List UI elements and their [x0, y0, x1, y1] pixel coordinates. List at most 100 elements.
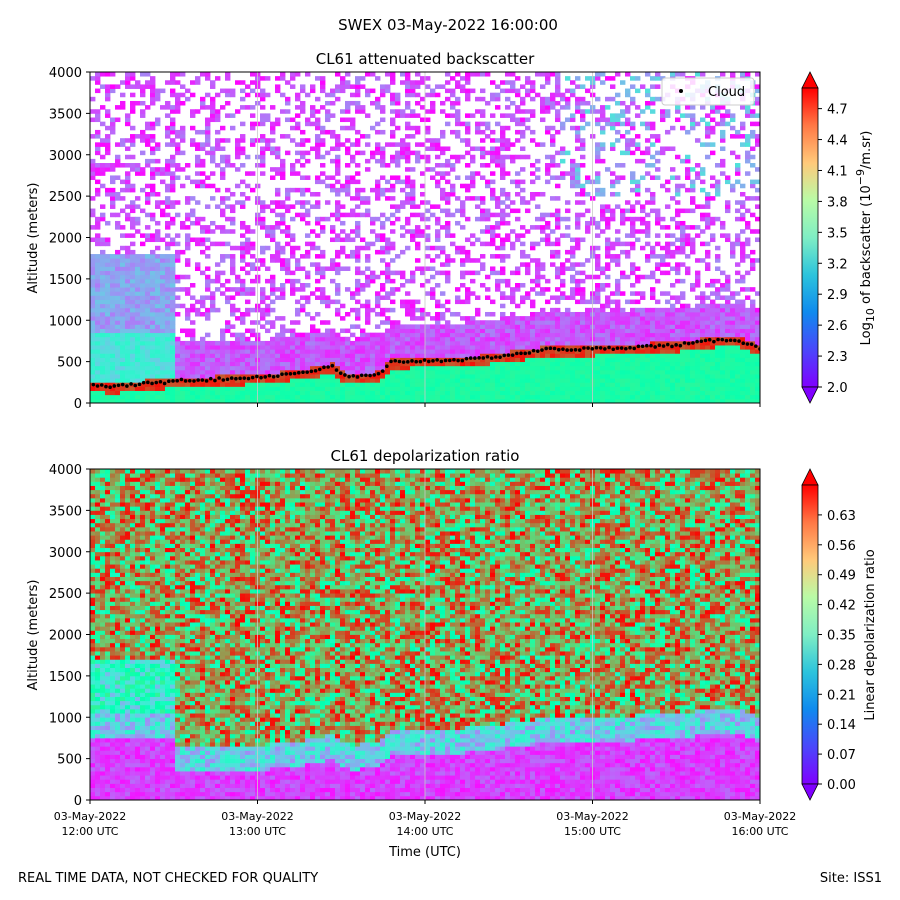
- backscatter-cell: [645, 386, 651, 391]
- backscatter-cell: [170, 361, 176, 367]
- backscatter-cell: [360, 200, 366, 205]
- backscatter-cell: [275, 258, 281, 263]
- backscatter-cell: [145, 196, 151, 201]
- backscatter-cell: [330, 382, 336, 387]
- backscatter-cell: [170, 72, 176, 77]
- backscatter-cell: [310, 245, 316, 251]
- backscatter-cell: [425, 117, 431, 123]
- backscatter-cell: [480, 138, 486, 143]
- backscatter-cell: [395, 158, 401, 164]
- backscatter-cell: [345, 237, 351, 243]
- backscatter-cell: [610, 191, 616, 197]
- backscatter-cell: [315, 96, 321, 102]
- backscatter-cell: [520, 390, 526, 396]
- backscatter-cell: [330, 369, 336, 375]
- backscatter-cell: [125, 340, 131, 346]
- backscatter-cell: [405, 76, 411, 81]
- backscatter-cell: [365, 365, 371, 371]
- backscatter-cell: [95, 266, 101, 271]
- backscatter-cell: [105, 386, 111, 391]
- backscatter-cell: [565, 345, 571, 350]
- backscatter-cell: [495, 245, 501, 251]
- backscatter-cell: [140, 88, 146, 94]
- backscatter-cell: [575, 340, 581, 346]
- backscatter-cell: [220, 146, 226, 152]
- backscatter-cell: [615, 117, 621, 123]
- backscatter-cell: [305, 220, 311, 226]
- backscatter-cell: [480, 72, 486, 77]
- backscatter-cell: [615, 340, 621, 346]
- backscatter-cell: [380, 258, 386, 263]
- backscatter-cell: [450, 241, 456, 247]
- backscatter-cell: [455, 328, 461, 334]
- backscatter-cell: [310, 105, 316, 110]
- backscatter-cell: [350, 324, 356, 329]
- backscatter-cell: [420, 378, 426, 383]
- backscatter-cell: [485, 345, 491, 350]
- backscatter-cell: [625, 394, 631, 400]
- backscatter-cell: [205, 125, 211, 131]
- backscatter-cell: [445, 229, 451, 234]
- backscatter-cell: [310, 121, 316, 127]
- backscatter-cell: [610, 386, 616, 391]
- backscatter-cell: [600, 129, 606, 135]
- backscatter-cell: [440, 349, 446, 354]
- backscatter-cell: [110, 266, 116, 271]
- backscatter-cell: [515, 270, 521, 276]
- backscatter-cell: [630, 311, 636, 317]
- backscatter-cell: [355, 291, 361, 296]
- backscatter-cell: [520, 316, 526, 321]
- backscatter-cell: [545, 72, 551, 77]
- backscatter-cell: [300, 100, 306, 106]
- backscatter-cell: [315, 349, 321, 354]
- backscatter-cell: [550, 345, 556, 350]
- backscatter-cell: [365, 378, 371, 383]
- backscatter-cell: [435, 378, 441, 383]
- backscatter-cell: [515, 266, 521, 271]
- backscatter-cell: [410, 80, 416, 85]
- backscatter-cell: [95, 303, 101, 309]
- backscatter-cell: [580, 142, 586, 147]
- backscatter-cell: [215, 361, 221, 367]
- backscatter-cell: [170, 204, 176, 209]
- backscatter-cell: [350, 254, 356, 259]
- backscatter-cell: [220, 171, 226, 176]
- backscatter-cell: [90, 274, 96, 280]
- backscatter-cell: [215, 340, 221, 346]
- backscatter-cell: [110, 84, 116, 89]
- backscatter-cell: [110, 212, 116, 218]
- backscatter-cell: [300, 394, 306, 400]
- backscatter-cell: [375, 365, 381, 371]
- backscatter-cell: [470, 72, 476, 77]
- backscatter-cell: [435, 229, 441, 234]
- backscatter-cell: [100, 311, 106, 317]
- backscatter-cell: [570, 353, 576, 358]
- backscatter-cell: [640, 311, 646, 317]
- backscatter-cell: [105, 278, 111, 284]
- backscatter-cell: [400, 113, 406, 118]
- backscatter-cell: [605, 353, 611, 358]
- backscatter-cell: [630, 171, 636, 176]
- backscatter-cell: [390, 287, 396, 292]
- backscatter-cell: [545, 386, 551, 391]
- backscatter-cell: [315, 154, 321, 160]
- backscatter-cell: [630, 374, 636, 379]
- backscatter-cell: [435, 154, 441, 160]
- backscatter-cell: [500, 369, 506, 375]
- backscatter-cell: [380, 109, 386, 114]
- backscatter-cell: [150, 191, 156, 197]
- backscatter-cell: [515, 390, 521, 396]
- backscatter-cell: [160, 336, 166, 342]
- backscatter-cell: [240, 204, 246, 209]
- backscatter-cell: [565, 216, 571, 222]
- backscatter-cell: [140, 307, 146, 313]
- backscatter-cell: [470, 171, 476, 176]
- backscatter-cell: [645, 361, 651, 367]
- backscatter-cell: [285, 262, 291, 267]
- backscatter-cell: [215, 113, 221, 118]
- backscatter-cell: [115, 316, 121, 321]
- backscatter-cell: [485, 374, 491, 379]
- backscatter-cell: [180, 220, 186, 226]
- backscatter-cell: [440, 390, 446, 396]
- backscatter-cell: [585, 369, 591, 375]
